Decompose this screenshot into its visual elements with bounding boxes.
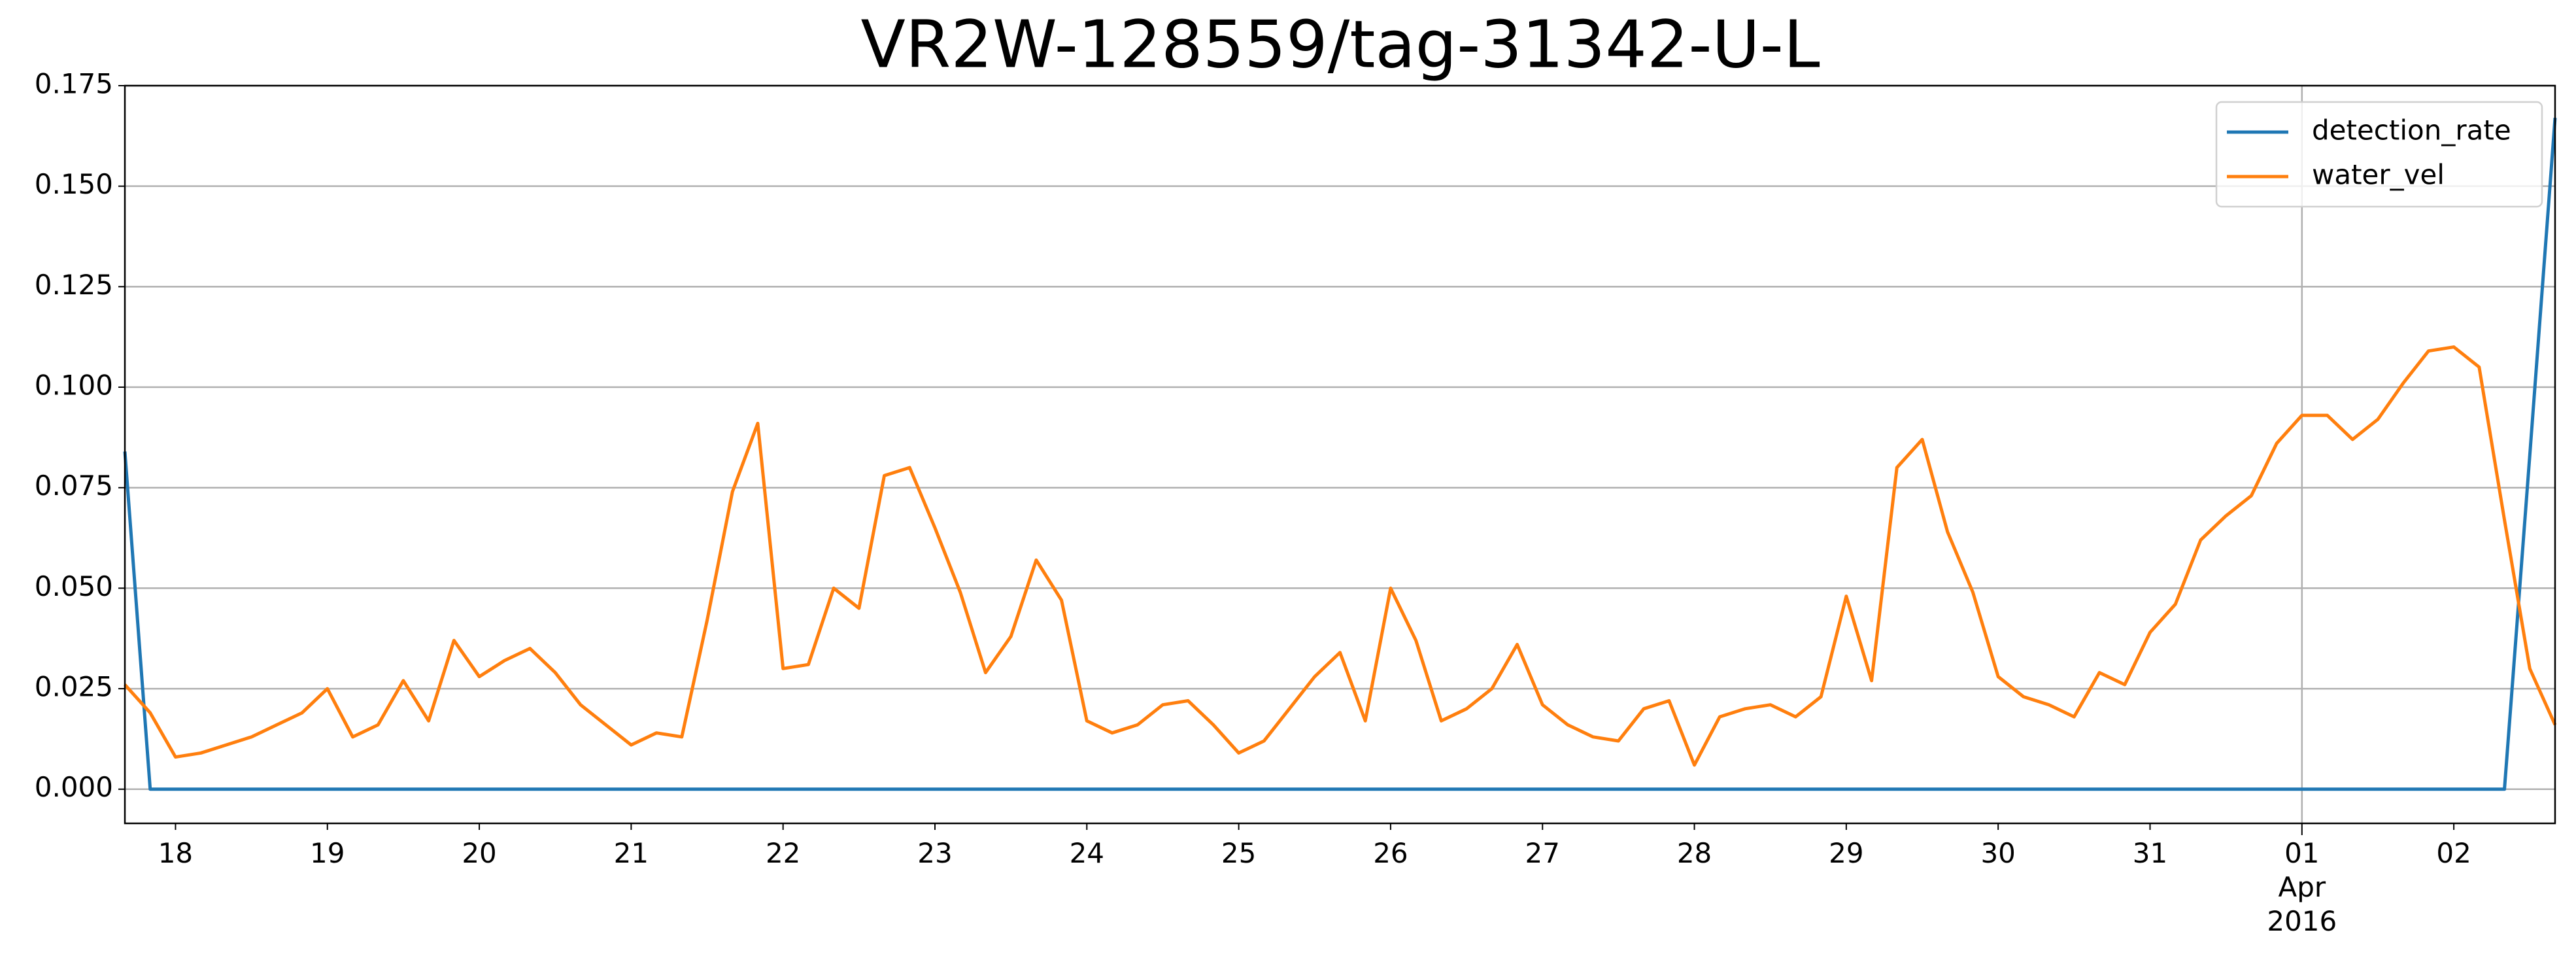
x-tick-label: 23 (917, 837, 952, 869)
x-tick-label: 28 (1677, 837, 1712, 869)
series-line (123, 117, 2557, 791)
legend-box (2215, 101, 2543, 208)
x-tick-label: 24 (1070, 837, 1104, 869)
series-line (124, 345, 2557, 767)
x-tick-label: 02 (2436, 837, 2471, 869)
x-tick-label: 01 Apr 2016 (2267, 837, 2337, 937)
legend-label: water_vel (2312, 159, 2445, 191)
y-tick-label: 0.150 (35, 168, 113, 200)
legend-label: detection_rate (2312, 114, 2511, 146)
x-tick-label: 27 (1525, 837, 1560, 869)
y-tick-label: 0.125 (35, 269, 113, 301)
y-tick-label: 0.075 (35, 470, 113, 502)
x-tick-label: 19 (310, 837, 345, 869)
y-tick-label: 0.000 (35, 771, 113, 803)
plot-frame (124, 84, 2556, 825)
y-tick-label: 0.100 (35, 369, 113, 402)
x-tick-label: 26 (1373, 837, 1408, 869)
x-tick-label: 31 (2133, 837, 2167, 869)
x-tick-label: 21 (614, 837, 649, 869)
x-tick-label: 18 (158, 837, 193, 869)
x-tick-label: 30 (1980, 837, 2015, 869)
chart-title: VR2W-128559/tag-31342-U-L (860, 6, 1820, 82)
y-tick-label: 0.050 (35, 570, 113, 602)
x-tick-label: 22 (766, 837, 800, 869)
x-tick-label: 20 (462, 837, 496, 869)
y-tick-label: 0.025 (35, 671, 113, 703)
y-tick-label: 0.175 (35, 68, 113, 100)
x-tick-label: 29 (1829, 837, 1863, 869)
x-tick-label: 25 (1221, 837, 1256, 869)
